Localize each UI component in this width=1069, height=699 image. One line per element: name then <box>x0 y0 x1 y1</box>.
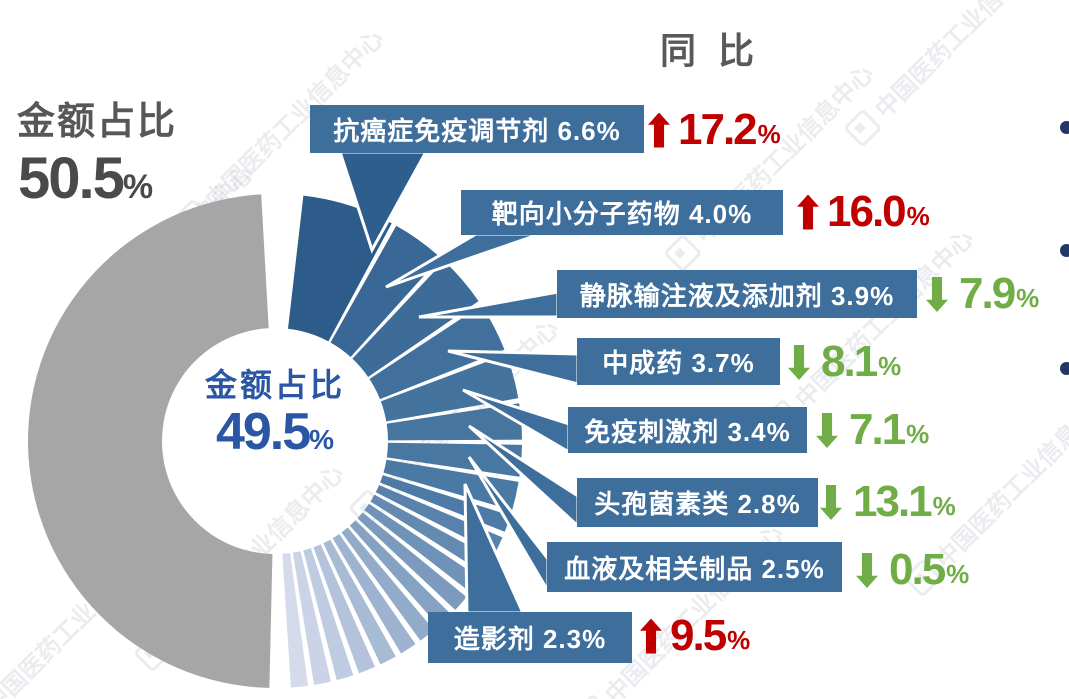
yoy-change-number: 7.1 <box>849 405 906 454</box>
donut-slice <box>282 552 309 688</box>
down-arrow-icon <box>856 553 878 588</box>
yoy-percent-sign: % <box>932 491 956 521</box>
yoy-percent-sign: % <box>727 625 751 655</box>
donut-slice <box>332 533 416 654</box>
donut-center-value: 49.5% <box>145 402 405 462</box>
bullet-dot <box>1060 244 1069 257</box>
gray-half-percent-sign: % <box>122 168 154 206</box>
callout-box-免疫刺激剂: 免疫刺激剂 3.4% <box>568 407 807 453</box>
up-arrow-icon <box>797 194 819 230</box>
donut-slice <box>386 403 522 441</box>
donut-slice <box>386 442 522 477</box>
yoy-change-number: 17.2 <box>678 105 758 154</box>
donut-slice <box>313 544 375 674</box>
yoy-change-number: 16.0 <box>827 187 907 236</box>
bullet-dot <box>1060 121 1069 134</box>
yoy-change-number: 9.5 <box>670 611 727 660</box>
callout-box-中成药: 中成药 3.7% <box>577 338 780 385</box>
yoy-change-number: 8.1 <box>821 337 878 386</box>
gray-half-number: 50.5 <box>18 146 125 211</box>
donut-slice <box>383 459 519 511</box>
yoy-change-中成药: 8.1% <box>788 338 901 386</box>
donut-slice <box>349 520 452 627</box>
callout-box-造影剂: 造影剂 2.3% <box>428 612 632 663</box>
down-arrow-icon <box>788 345 810 380</box>
donut-center-label: 金额占比 <box>204 367 345 403</box>
up-arrow-icon <box>648 112 670 148</box>
down-arrow-icon <box>820 485 842 520</box>
yoy-title: 同比 <box>660 30 777 71</box>
yoy-percent-sign: % <box>757 119 781 149</box>
donut-slice <box>370 494 493 574</box>
yoy-percent-sign: % <box>906 419 930 449</box>
yoy-percent-sign: % <box>1016 283 1040 313</box>
gray-half-label: 金额占比 <box>17 101 178 143</box>
donut-slice <box>28 194 273 688</box>
yoy-change-血液及相关制品: 0.5% <box>856 546 969 594</box>
callout-box-靶向小分子药物: 靶向小分子药物 4.0% <box>461 190 783 235</box>
yoy-change-number: 0.5 <box>889 545 946 594</box>
donut-slice <box>364 503 481 593</box>
callout-box-静脉输注液及添加剂: 静脉输注液及添加剂 3.9% <box>557 270 917 318</box>
donut-slice <box>330 225 441 358</box>
donut-slice <box>323 539 396 665</box>
donut-slice <box>357 512 467 610</box>
yoy-change-造影剂: 9.5% <box>640 612 750 660</box>
donut-slice <box>380 354 519 422</box>
donut-slice <box>292 551 331 685</box>
yoy-change-抗癌症免疫调节剂: 17.2% <box>648 106 781 154</box>
yoy-change-头孢菌素类: 13.1% <box>820 478 956 526</box>
yoy-percent-sign: % <box>906 201 930 231</box>
down-arrow-icon <box>816 413 838 448</box>
gray-half-value: 50.5% <box>18 145 153 212</box>
donut-slice <box>341 527 434 641</box>
up-arrow-icon <box>640 618 662 654</box>
donut-center-percent-sign: % <box>309 424 335 455</box>
yoy-change-number: 7.9 <box>959 269 1016 318</box>
callout-box-血液及相关制品: 血液及相关制品 2.5% <box>547 542 842 592</box>
yoy-change-靶向小分子药物: 16.0% <box>797 188 930 236</box>
yoy-change-免疫刺激剂: 7.1% <box>816 406 929 454</box>
callout-box-头孢菌素类: 头孢菌素类 2.8% <box>577 478 818 527</box>
bullet-dot <box>1060 362 1069 375</box>
callout-box-抗癌症免疫调节剂: 抗癌症免疫调节剂 6.6% <box>310 105 644 153</box>
donut-slice <box>369 305 505 400</box>
yoy-percent-sign: % <box>878 351 902 381</box>
donut-slice <box>303 548 354 681</box>
donut-slice <box>352 260 479 377</box>
down-arrow-icon <box>926 277 948 312</box>
yoy-change-number: 13.1 <box>853 477 933 526</box>
yoy-percent-sign: % <box>946 559 970 589</box>
yoy-change-静脉输注液及添加剂: 7.9% <box>926 270 1039 318</box>
donut-center-number: 49.5 <box>215 403 311 461</box>
